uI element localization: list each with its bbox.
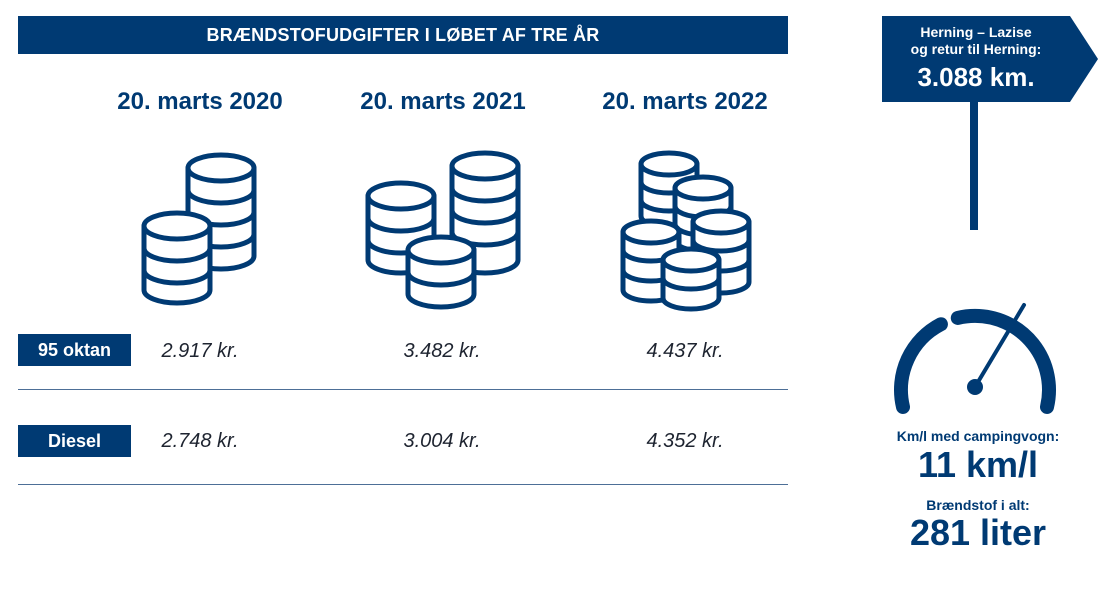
- coin-stack-2-icon: [141, 152, 257, 306]
- column-date-2022: 20. marts 2022: [602, 88, 768, 115]
- route-sign: Herning – Lazise og retur til Herning: 3…: [880, 16, 1100, 236]
- column-date-2021: 20. marts 2021: [360, 88, 526, 115]
- price-95-2022: 4.437 kr.: [646, 340, 724, 362]
- row-divider-1: [18, 389, 788, 390]
- route-line-2: og retur til Herning:: [910, 41, 1042, 57]
- coin-stack-5-icon: [620, 150, 752, 312]
- row-label-95-oktan: 95 oktan: [18, 334, 131, 366]
- price-diesel-2022: 4.352 kr.: [646, 430, 724, 452]
- price-95-2020: 2.917 kr.: [161, 340, 239, 362]
- price-95-2021: 3.482 kr.: [403, 340, 481, 362]
- route-line-1: Herning – Lazise: [920, 24, 1032, 40]
- efficiency-label: Km/l med campingvogn:: [896, 428, 1060, 444]
- fuel-total-value: 281 liter: [909, 512, 1047, 553]
- row-divider-2: [18, 484, 788, 485]
- efficiency-value: 11 km/l: [917, 444, 1039, 485]
- route-sign-text: Herning – Lazise og retur til Herning: 3…: [880, 24, 1072, 94]
- fuel-total-label: Brændstof i alt:: [926, 497, 1030, 513]
- road-sign-icon: [882, 16, 1098, 230]
- speedometer-icon: [894, 303, 1056, 414]
- price-diesel-2020: 2.748 kr.: [161, 430, 239, 452]
- column-date-2020: 20. marts 2020: [117, 88, 283, 115]
- coin-stack-3-icon: [365, 150, 521, 310]
- row-label-diesel: Diesel: [18, 425, 131, 457]
- chart-title: BRÆNDSTOFUDGIFTER I LØBET AF TRE ÅR: [18, 16, 788, 54]
- price-diesel-2021: 3.004 kr.: [403, 430, 481, 452]
- route-distance: 3.088 km.: [917, 62, 1035, 92]
